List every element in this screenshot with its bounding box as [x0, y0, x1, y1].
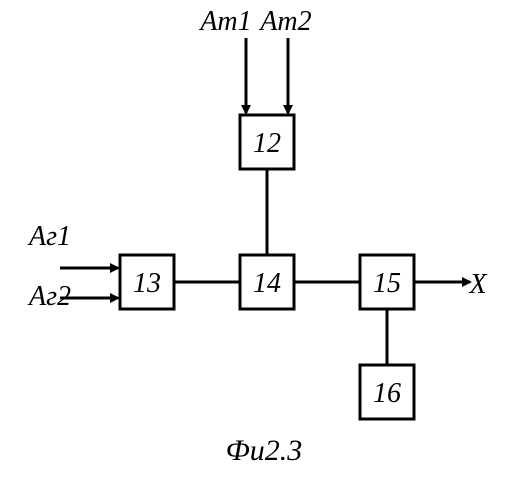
node-label-14: 14	[253, 268, 281, 299]
node-label-16: 16	[373, 378, 401, 409]
label-ag2: Aг2	[27, 281, 71, 312]
label-at1: Aт1	[198, 6, 251, 37]
node-label-15: 15	[373, 268, 401, 299]
nodes-group: 12 13 14 15 16	[120, 115, 414, 419]
figure-caption: Фи2.3	[226, 434, 303, 467]
node-label-13: 13	[133, 268, 161, 299]
node-label-12: 12	[253, 128, 281, 159]
label-ag1: Aг1	[27, 221, 71, 252]
label-x_out: X	[468, 269, 487, 300]
block-diagram: 12 13 14 15 16 Aт1Aт2 Aг1 Aг2 X Фи2.3	[0, 0, 528, 500]
label-at2: Aт2	[258, 6, 311, 37]
